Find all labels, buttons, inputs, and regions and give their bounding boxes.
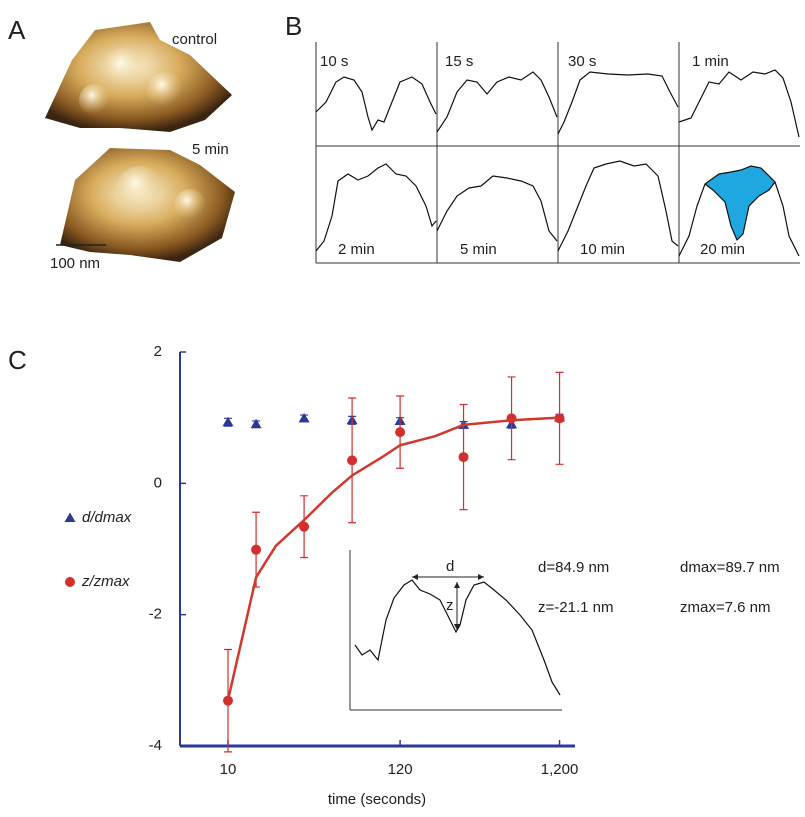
triangle-marker bbox=[299, 413, 310, 423]
profile-trace bbox=[316, 164, 436, 251]
panel-b: B 10 s 15 s 30 s 1 min 2 min 5 min 10 mi… bbox=[285, 11, 800, 263]
profile-trace bbox=[316, 77, 436, 130]
inset-label: d bbox=[446, 558, 454, 575]
figure: A control 5 min 100 nm B 10 s 15 s 30 s … bbox=[0, 0, 805, 812]
profile-label: 1 min bbox=[692, 53, 729, 70]
annotation: d=84.9 nm bbox=[538, 559, 609, 576]
circle-marker bbox=[347, 455, 357, 465]
x-tick-label: 1,200 bbox=[541, 761, 579, 778]
profile-trace bbox=[679, 70, 799, 137]
triangle-marker bbox=[65, 513, 76, 523]
annotation: z=-21.1 nm bbox=[538, 599, 613, 616]
image-label: 5 min bbox=[192, 141, 229, 158]
page: A control 5 min 100 nm B 10 s 15 s 30 s … bbox=[0, 0, 805, 817]
legend-label: z/zmax bbox=[81, 573, 130, 590]
image-label: control bbox=[172, 31, 217, 48]
profile-trace bbox=[437, 176, 557, 241]
afm-feature bbox=[103, 48, 147, 92]
afm-feature bbox=[147, 72, 183, 108]
profile-label: 20 min bbox=[700, 241, 745, 258]
y-tick-label: 2 bbox=[154, 343, 162, 360]
circle-marker bbox=[65, 577, 75, 587]
circle-marker bbox=[459, 452, 469, 462]
scale-label: 100 nm bbox=[50, 255, 100, 272]
profile-trace bbox=[437, 72, 557, 132]
annotation: zmax=7.6 nm bbox=[680, 599, 770, 616]
circle-marker bbox=[251, 545, 261, 555]
profile-label: 2 min bbox=[338, 241, 375, 258]
triangle-marker bbox=[251, 419, 262, 429]
legend-label: d/dmax bbox=[82, 509, 132, 526]
profile-label: 15 s bbox=[445, 53, 473, 70]
profile-trace bbox=[558, 72, 678, 134]
x-tick-label: 120 bbox=[388, 761, 413, 778]
inset-label: z bbox=[446, 597, 454, 614]
panel-label: C bbox=[8, 345, 27, 375]
circle-marker bbox=[395, 427, 405, 437]
annotation: dmax=89.7 nm bbox=[680, 559, 780, 576]
afm-feature bbox=[116, 166, 164, 214]
y-tick-label: 0 bbox=[154, 474, 162, 491]
panel-a: A control 5 min 100 nm bbox=[8, 15, 235, 272]
panel-c: C time (seconds) d z d=84.9 nm dmax=89.7… bbox=[8, 343, 780, 808]
panel-label: A bbox=[8, 15, 26, 45]
profile-label: 10 min bbox=[580, 241, 625, 258]
profile-label: 10 s bbox=[320, 53, 348, 70]
afm-feature bbox=[174, 189, 206, 221]
panel-label: B bbox=[285, 11, 302, 41]
profile-label: 5 min bbox=[460, 241, 497, 258]
y-tick-label: -2 bbox=[149, 606, 162, 623]
afm-feature bbox=[79, 84, 111, 116]
profile-trace bbox=[558, 161, 678, 251]
y-tick-label: -4 bbox=[149, 737, 162, 754]
profile-label: 30 s bbox=[568, 53, 596, 70]
x-tick-label: 10 bbox=[220, 761, 237, 778]
x-axis-title: time (seconds) bbox=[328, 791, 426, 808]
